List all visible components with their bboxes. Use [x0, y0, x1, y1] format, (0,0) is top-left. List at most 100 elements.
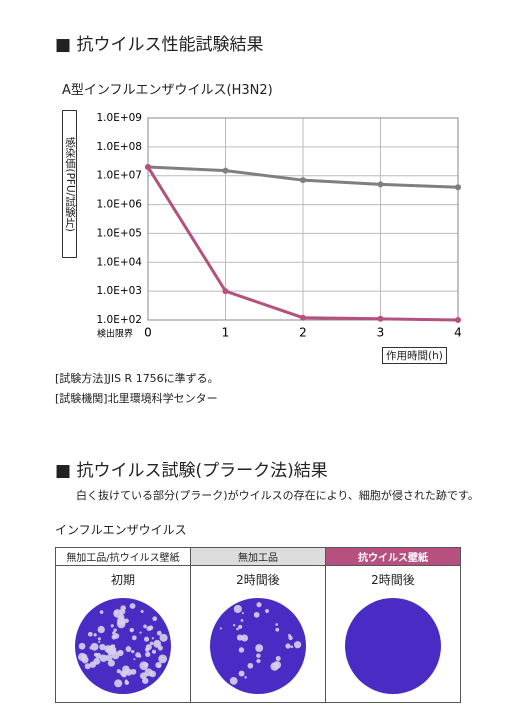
x-tick-label: 1 — [222, 326, 230, 340]
plaque-spot — [233, 604, 242, 614]
plaque-spot — [240, 619, 244, 622]
plaque-spot — [139, 631, 142, 634]
data-point — [300, 314, 306, 321]
plaque-dish — [75, 598, 171, 694]
plaque-spot — [156, 642, 160, 646]
plaque-spot — [107, 645, 117, 655]
plaque-spot — [293, 641, 302, 649]
annotation: 検出限界 — [97, 328, 133, 340]
plaque-spot — [114, 679, 123, 688]
description: 白く抜けている部分(プラーク)がウイルスの存在により、細胞が侵された跡です。 — [76, 489, 479, 502]
plaque-spot — [140, 609, 144, 613]
plaque-spot — [124, 618, 129, 623]
column-header: 無加工品 — [190, 547, 326, 566]
plaque-spot — [241, 612, 244, 615]
plaque-spot — [265, 609, 270, 613]
plaque-spot — [144, 636, 150, 642]
plaque-spot — [98, 640, 101, 643]
cell: 2時間後 — [190, 565, 326, 703]
plaque-spot — [145, 651, 151, 657]
y-tick-label: 1.0E+05 — [97, 227, 143, 239]
plaque-spot — [129, 627, 134, 633]
plaque-spot — [233, 624, 236, 627]
plaque-spot — [256, 653, 261, 658]
plaque-spot — [143, 662, 149, 668]
plaque-spot — [120, 605, 126, 611]
plaque-spot — [238, 624, 243, 629]
plaque-spot — [238, 670, 245, 677]
column-header: 無加工品/抗ウイルス壁紙 — [55, 547, 191, 566]
plaque-spot — [112, 631, 116, 635]
plaque-spot — [111, 634, 117, 640]
data-point — [455, 184, 461, 191]
plaque-spot — [105, 654, 113, 662]
plaque-spot — [270, 662, 279, 671]
data-point — [377, 181, 384, 188]
plaque-spot — [138, 654, 142, 658]
plaque-spot — [125, 646, 132, 652]
plaque-spot — [131, 649, 135, 654]
x-tick-label: 0 — [144, 326, 152, 340]
plaque-spot — [107, 659, 115, 667]
cell-label: 初期 — [110, 573, 135, 587]
plaque-spot — [253, 611, 260, 618]
cell: 2時間後 — [325, 565, 461, 703]
data-point — [222, 167, 229, 174]
plaque-spot — [99, 610, 104, 614]
plaque-dish — [345, 598, 441, 694]
cell-label: 2時間後 — [371, 573, 415, 587]
plaque-spot — [156, 630, 162, 636]
cell-label: 2時間後 — [236, 573, 280, 587]
y-axis-label: 感染価(PFU/試験片) — [62, 110, 77, 258]
plaque-spot — [118, 651, 121, 654]
data-point — [455, 317, 461, 323]
plaque-spot — [129, 603, 136, 609]
plaque-spot — [275, 627, 280, 632]
plaque-spot — [287, 634, 291, 638]
plaque-spot — [152, 616, 158, 622]
data-point — [222, 288, 229, 295]
x-tick-label: 2 — [299, 326, 307, 340]
plaque-spot — [99, 643, 106, 651]
plaque-spot — [113, 628, 117, 632]
plaque-spot — [133, 658, 136, 661]
data-point — [377, 315, 384, 322]
plaque-spot — [145, 644, 152, 651]
plaque-spot — [120, 670, 126, 677]
plaque-spot — [126, 671, 129, 674]
plaque-spot — [152, 649, 156, 654]
plaque-spot — [124, 680, 130, 685]
plaque-spot — [219, 627, 222, 630]
y-tick-label: 1.0E+07 — [97, 170, 143, 182]
plaque-spot — [236, 634, 243, 641]
y-tick-label: 1.0E+02 — [97, 314, 143, 326]
plaque-spot — [97, 637, 101, 641]
plaque-spot — [159, 633, 168, 642]
column-header: 抗ウイルス壁紙 — [325, 547, 461, 566]
x-tick-label: 4 — [454, 326, 462, 340]
plaque-spot — [247, 662, 254, 669]
plaque-spot — [151, 637, 154, 640]
plaque-dish — [210, 598, 306, 694]
plaque-spot — [117, 649, 124, 657]
plaque-spot — [148, 625, 154, 631]
table-caption: インフルエンザウイルス — [55, 523, 187, 537]
note: [試験方法]JIS R 1756に準ずる。 — [55, 372, 219, 385]
plaque-spot — [93, 657, 101, 665]
plaque-spot — [87, 631, 93, 637]
plaque-spot — [256, 658, 261, 664]
plaque-spot — [93, 633, 97, 637]
note: [試験機関]北里環境科学センター — [55, 392, 218, 405]
plaque-spot — [84, 663, 91, 670]
plaque-spot — [95, 652, 102, 659]
plaque-spot — [142, 677, 149, 684]
plaque-spot — [241, 634, 249, 642]
plaque-spot — [275, 655, 281, 662]
y-tick-label: 1.0E+08 — [97, 141, 143, 153]
plaque-spot — [90, 642, 99, 651]
plaque-spot — [99, 654, 108, 662]
plaque-spot — [149, 641, 154, 646]
plaque-spot — [158, 654, 168, 664]
plaque-spot — [110, 624, 114, 628]
